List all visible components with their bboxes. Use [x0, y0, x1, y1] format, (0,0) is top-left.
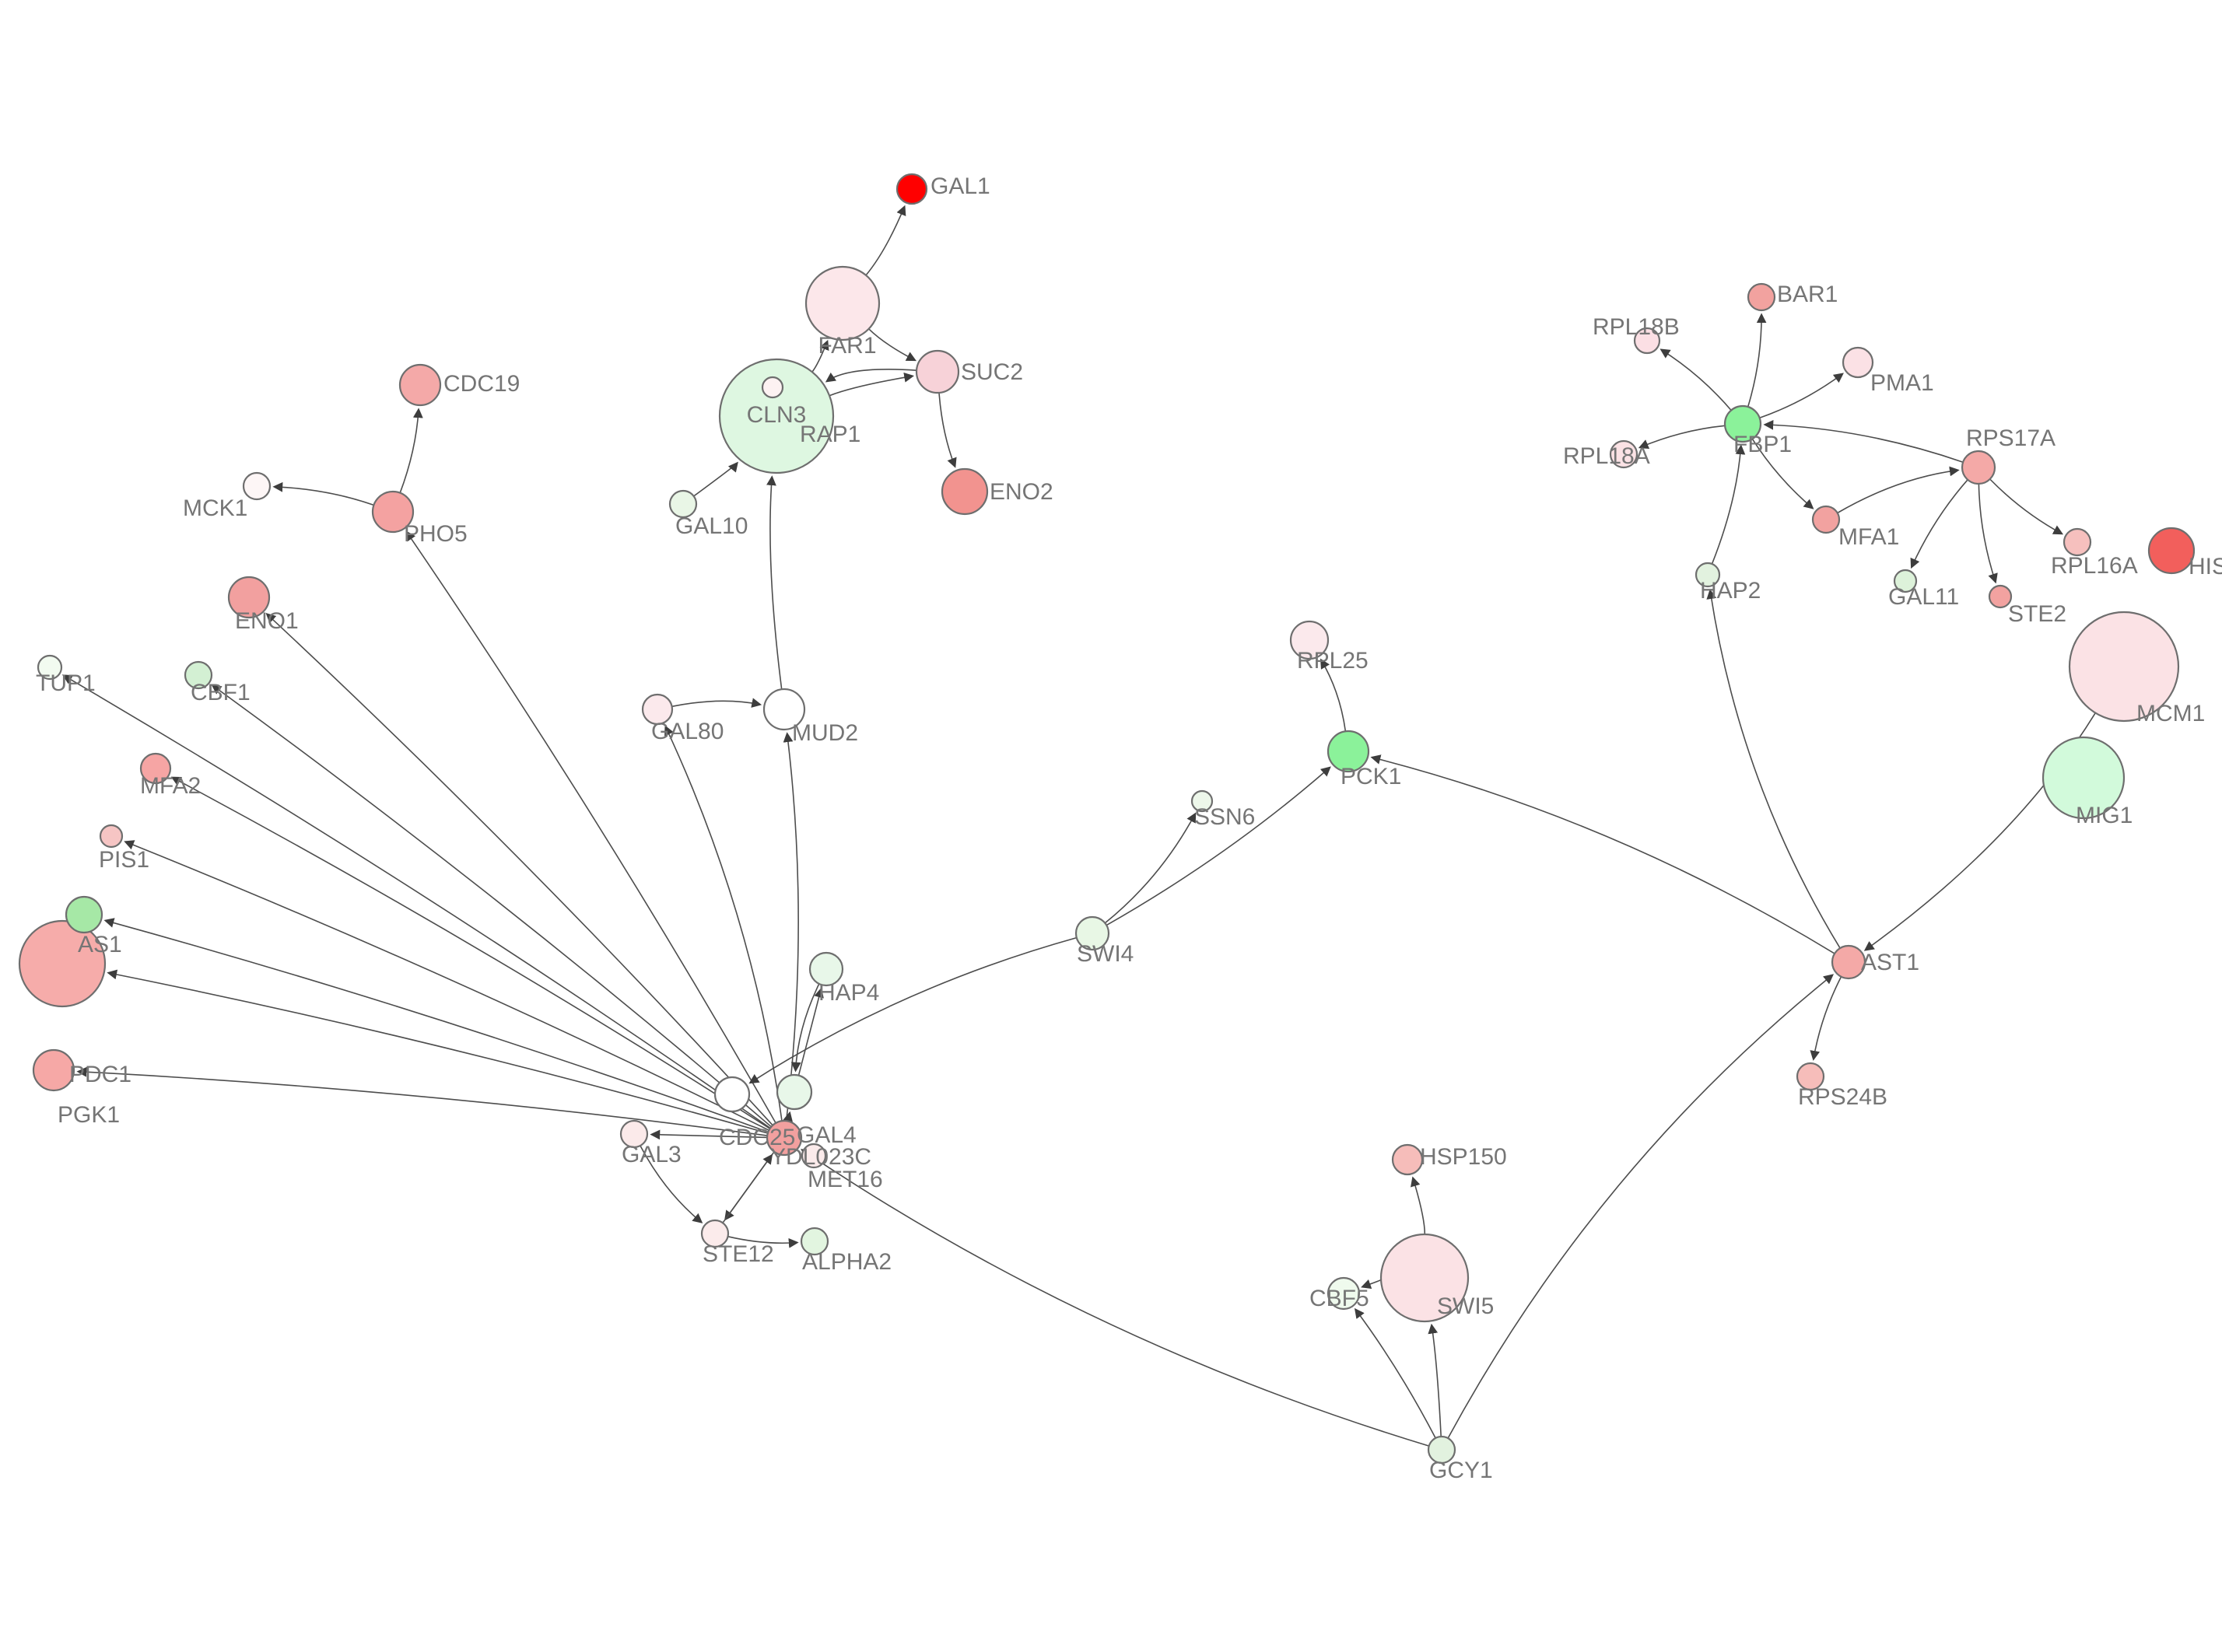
- svg-text:FAR1: FAR1: [818, 333, 876, 359]
- svg-text:TUP1: TUP1: [36, 670, 96, 696]
- svg-text:MCK1: MCK1: [183, 495, 247, 521]
- svg-text:GAL11: GAL11: [1888, 584, 1959, 610]
- svg-text:CBF5: CBF5: [1309, 1286, 1369, 1311]
- svg-text:PIS1: PIS1: [99, 847, 149, 873]
- svg-text:PGK1: PGK1: [58, 1102, 120, 1128]
- svg-text:HAP2: HAP2: [1700, 578, 1761, 604]
- svg-text:ENO1: ENO1: [235, 608, 299, 634]
- svg-text:ALPHA2: ALPHA2: [802, 1249, 892, 1275]
- svg-text:STE2: STE2: [2008, 601, 2066, 627]
- svg-text:GAL1: GAL1: [931, 173, 990, 199]
- svg-text:GCY1: GCY1: [1429, 1458, 1493, 1483]
- svg-text:RAP1: RAP1: [800, 422, 860, 447]
- svg-text:PMA1: PMA1: [1870, 370, 1934, 396]
- svg-text:MFA2: MFA2: [140, 773, 201, 799]
- svg-text:HSP150: HSP150: [1420, 1144, 1507, 1170]
- svg-text:MET16: MET16: [808, 1167, 883, 1192]
- svg-text:RPL16A: RPL16A: [2051, 553, 2138, 579]
- svg-text:MFA1: MFA1: [1838, 524, 1899, 550]
- svg-text:YDL023C: YDL023C: [770, 1144, 871, 1170]
- svg-text:PCK1: PCK1: [1341, 764, 1401, 789]
- svg-text:GAL10: GAL10: [675, 513, 748, 539]
- svg-text:RPS24B: RPS24B: [1798, 1084, 1887, 1110]
- svg-text:MUD2: MUD2: [792, 720, 858, 746]
- svg-text:RPS17A: RPS17A: [1966, 425, 2056, 451]
- svg-text:SWI4: SWI4: [1077, 941, 1134, 967]
- svg-text:GAL3: GAL3: [622, 1142, 682, 1167]
- svg-text:RPL18B: RPL18B: [1593, 314, 1680, 340]
- svg-text:AST1: AST1: [1861, 950, 1919, 975]
- svg-text:PDC1: PDC1: [69, 1062, 131, 1087]
- svg-text:GAL80: GAL80: [651, 719, 724, 744]
- svg-text:FBP1: FBP1: [1733, 432, 1792, 457]
- svg-text:PHO5: PHO5: [404, 521, 468, 547]
- svg-text:CDC19: CDC19: [443, 371, 520, 397]
- svg-text:BAR1: BAR1: [1777, 282, 1838, 307]
- svg-text:RPL25: RPL25: [1297, 648, 1369, 674]
- svg-text:HIS4: HIS4: [2189, 554, 2222, 579]
- svg-text:AS1: AS1: [78, 932, 122, 957]
- svg-text:SSN6: SSN6: [1194, 804, 1255, 830]
- svg-text:SUC2: SUC2: [961, 359, 1023, 385]
- svg-text:MIG1: MIG1: [2076, 803, 2133, 828]
- svg-text:HAP4: HAP4: [818, 980, 879, 1006]
- svg-text:ENO2: ENO2: [990, 479, 1053, 505]
- svg-text:SWI5: SWI5: [1437, 1293, 1494, 1319]
- svg-text:MCM1: MCM1: [2136, 701, 2205, 726]
- svg-text:CBF1: CBF1: [191, 680, 251, 705]
- svg-text:RPL18A: RPL18A: [1563, 443, 1650, 469]
- svg-text:STE12: STE12: [703, 1241, 774, 1267]
- svg-text:CLN3: CLN3: [747, 402, 807, 428]
